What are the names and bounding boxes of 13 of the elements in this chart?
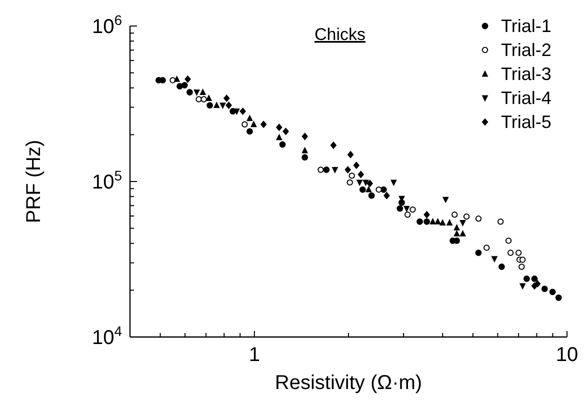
legend-label: Trial-1 <box>501 16 552 36</box>
x-tick-label: 1 <box>248 344 260 366</box>
y-tick-label: 10$^{5}$ <box>92 168 122 194</box>
legend-label: Trial-2 <box>501 40 552 60</box>
legend-label: Trial-5 <box>501 112 552 132</box>
legend-label: Trial-4 <box>501 88 552 108</box>
y-axis-title: PRF (Hz) <box>23 140 45 224</box>
y-tick-label: 10$^{4}$ <box>92 323 122 349</box>
legend-label: Trial-3 <box>501 64 552 84</box>
x-tick-label: 10 <box>556 344 578 366</box>
chart-title: Chicks <box>314 25 366 44</box>
y-tick-label: 10$^{6}$ <box>92 12 122 38</box>
x-axis-title: Resistivity (Ω·m) <box>274 372 422 394</box>
